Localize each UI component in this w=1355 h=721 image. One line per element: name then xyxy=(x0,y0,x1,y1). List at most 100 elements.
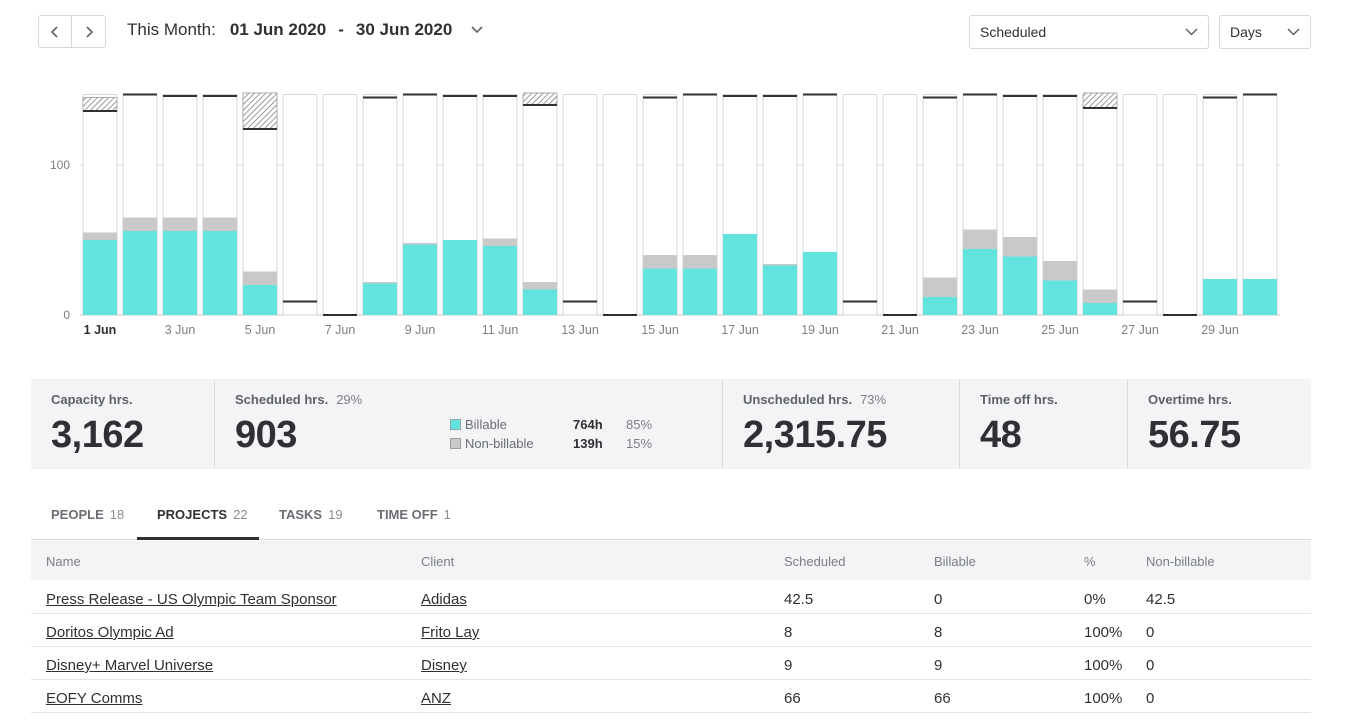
non-billable-hours: 139h xyxy=(573,436,603,451)
billable-bar xyxy=(643,268,677,315)
period-range[interactable]: This Month: 01 Jun 2020 - 30 Jun 2020 xyxy=(127,20,484,40)
scheduled-cell: 8 xyxy=(784,624,793,641)
overtime-summary: Overtime hrs. 56.75 xyxy=(1128,379,1311,469)
date-separator: - xyxy=(338,20,344,39)
column-billable[interactable]: Billable xyxy=(934,554,976,569)
non-billable-bar xyxy=(363,282,397,284)
non-billable-swatch xyxy=(450,438,461,449)
tab-tasks[interactable]: TASKS 19 xyxy=(279,495,343,540)
timeoff-bar xyxy=(82,97,118,112)
capacity-bar xyxy=(1122,94,1158,316)
end-date: 30 Jun 2020 xyxy=(355,20,453,39)
percent-cell: 100% xyxy=(1084,657,1123,674)
non-billable-bar xyxy=(123,217,157,231)
tab-time-off[interactable]: TIME OFF 1 xyxy=(377,495,451,540)
client-link[interactable]: Disney xyxy=(421,657,467,674)
non-billable-bar xyxy=(763,264,797,266)
capacity-chart: 0 100 1 Jun 3 Jun 5 Jun 7 Jun 9 Jun 11 Jun 13 J… xyxy=(0,70,1355,350)
table-row: EOFY Comms ANZ 66 66 100% 0 xyxy=(31,680,1311,713)
non-billable-bar xyxy=(643,255,677,269)
capacity-bar xyxy=(842,94,878,316)
view-mode-value: Scheduled xyxy=(980,24,1047,40)
non-billable-bar xyxy=(203,217,237,231)
billable-bar xyxy=(83,240,117,315)
column-percent[interactable]: % xyxy=(1084,554,1096,569)
non-billable-bar xyxy=(1043,261,1077,281)
summary-panel: Capacity hrs. 3,162 Scheduled hrs. 29% 90… xyxy=(31,379,1311,469)
billable-bar xyxy=(483,246,517,315)
client-link[interactable]: Adidas xyxy=(421,591,467,608)
x-tick-label: 15 Jun xyxy=(641,323,679,337)
tab-count: 1 xyxy=(443,507,451,522)
client-link[interactable]: ANZ xyxy=(421,690,451,707)
timeoff-bar xyxy=(522,92,558,106)
project-name-link[interactable]: EOFY Comms xyxy=(46,690,143,707)
unscheduled-title-text: Unscheduled hrs. xyxy=(743,392,853,407)
billable-bar xyxy=(723,234,757,315)
x-tick-label: 21 Jun xyxy=(881,323,919,337)
non-billable-cell: 0 xyxy=(1146,690,1155,707)
billable-cell: 9 xyxy=(934,657,943,674)
non-billable-bar xyxy=(1083,289,1117,303)
tab-people[interactable]: PEOPLE 18 xyxy=(51,495,124,540)
y-tick-label: 100 xyxy=(50,158,70,172)
y-tick-label: 0 xyxy=(63,308,70,322)
column-scheduled[interactable]: Scheduled xyxy=(784,554,846,569)
x-tick-label: 5 Jun xyxy=(245,323,276,337)
divider xyxy=(214,379,215,469)
billable-label: Billable xyxy=(465,417,507,432)
period-label: This Month: xyxy=(127,20,216,39)
non-billable-bar xyxy=(163,217,197,231)
column-name[interactable]: Name xyxy=(46,554,81,569)
non-billable-bar xyxy=(923,277,957,297)
project-name-link[interactable]: Press Release - US Olympic Team Sponsor xyxy=(46,591,337,608)
non-billable-bar xyxy=(83,232,117,240)
column-client[interactable]: Client xyxy=(421,554,455,569)
x-tick-label: 27 Jun xyxy=(1121,323,1159,337)
billable-bar xyxy=(1083,303,1117,315)
client-link[interactable]: Frito Lay xyxy=(421,624,480,641)
previous-period-button[interactable] xyxy=(38,15,72,48)
capacity-value: 3,162 xyxy=(51,414,144,456)
percent-cell: 100% xyxy=(1084,690,1123,707)
time-unit-value: Days xyxy=(1230,24,1262,40)
x-tick-label: 23 Jun xyxy=(961,323,999,337)
unscheduled-summary: Unscheduled hrs. 73% 2,315.75 xyxy=(723,379,959,469)
billable-bar xyxy=(1243,279,1277,315)
project-name-link[interactable]: Doritos Olympic Ad xyxy=(46,624,174,641)
non-billable-pct: 15% xyxy=(626,436,653,451)
chevron-down-icon xyxy=(1185,28,1198,36)
capacity-bar xyxy=(1242,94,1278,316)
x-tick-label: 17 Jun xyxy=(721,323,759,337)
overtime-title: Overtime hrs. xyxy=(1148,392,1232,407)
tab-label: TASKS xyxy=(279,507,323,522)
capacity-bar xyxy=(522,92,558,316)
column-non-billable[interactable]: Non-billable xyxy=(1146,554,1215,569)
project-name-link[interactable]: Disney+ Marvel Universe xyxy=(46,657,214,674)
scheduled-summary: Scheduled hrs. 29% 903 Billable 764h 85% … xyxy=(215,379,722,469)
next-period-button[interactable] xyxy=(72,15,106,48)
non-billable-bar xyxy=(243,271,277,285)
billable-cell: 8 xyxy=(934,624,943,641)
capacity-bar xyxy=(882,94,918,316)
billable-bar xyxy=(683,268,717,315)
view-mode-select[interactable]: Scheduled xyxy=(969,15,1209,49)
scheduled-cell: 9 xyxy=(784,657,793,674)
chevron-down-icon xyxy=(1287,28,1300,36)
time-unit-select[interactable]: Days xyxy=(1219,15,1311,49)
capacity-chart-svg: 0 100 1 Jun 3 Jun 5 Jun 7 Jun 9 Jun 11 Jun 13 J… xyxy=(50,92,1280,337)
divider xyxy=(722,379,723,469)
billable-bar xyxy=(923,297,957,315)
projects-table-header: Name Client Scheduled Billable % Non-bil… xyxy=(31,541,1311,580)
tab-projects[interactable]: PROJECTS 22 xyxy=(137,495,259,540)
x-tick-label: 13 Jun xyxy=(561,323,599,337)
unscheduled-title: Unscheduled hrs. 73% xyxy=(743,392,886,407)
unscheduled-pct: 73% xyxy=(860,392,887,407)
billable-bar xyxy=(243,285,277,315)
capacity-bar xyxy=(562,94,598,316)
capacity-bar xyxy=(282,94,318,316)
chevron-right-icon xyxy=(85,25,93,38)
overtime-value: 56.75 xyxy=(1148,414,1241,456)
chevron-down-icon[interactable] xyxy=(470,25,484,35)
scheduled-cell: 66 xyxy=(784,690,801,707)
